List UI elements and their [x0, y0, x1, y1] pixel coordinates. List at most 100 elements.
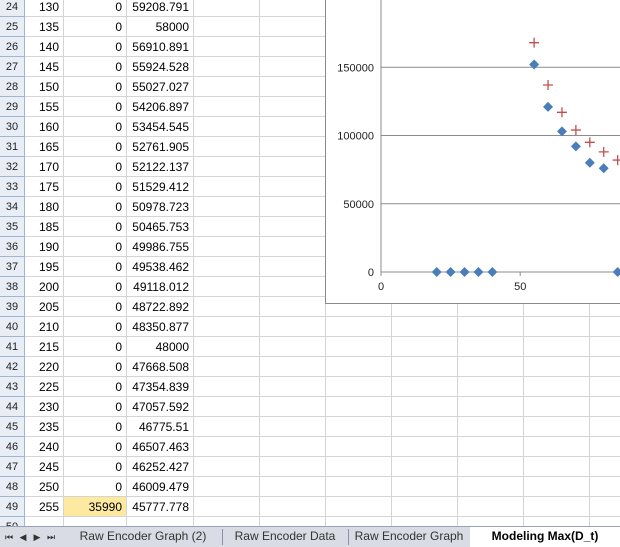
- cell-b44[interactable]: 230: [25, 397, 64, 417]
- empty-cell[interactable]: [524, 317, 590, 337]
- cell-d35[interactable]: 50465.753: [127, 217, 194, 237]
- cell-d36[interactable]: 49986.755: [127, 237, 194, 257]
- cell-c42[interactable]: 0: [64, 357, 127, 377]
- empty-cell[interactable]: [260, 437, 326, 457]
- cell-b48[interactable]: 250: [25, 477, 64, 497]
- empty-cell[interactable]: [194, 357, 260, 377]
- cell-b33[interactable]: 175: [25, 177, 64, 197]
- cell-c47[interactable]: 0: [64, 457, 127, 477]
- empty-cell[interactable]: [260, 317, 326, 337]
- cell-c44[interactable]: 0: [64, 397, 127, 417]
- empty-cell[interactable]: [392, 297, 458, 317]
- row-header[interactable]: 39: [0, 297, 25, 317]
- empty-cell[interactable]: [326, 437, 392, 457]
- empty-cell[interactable]: [260, 57, 326, 77]
- empty-cell[interactable]: [392, 357, 458, 377]
- cell-b45[interactable]: 235: [25, 417, 64, 437]
- cell-b34[interactable]: 180: [25, 197, 64, 217]
- empty-cell[interactable]: [326, 397, 392, 417]
- row-header[interactable]: 29: [0, 97, 25, 117]
- empty-cell[interactable]: [590, 377, 620, 397]
- empty-cell[interactable]: [260, 297, 326, 317]
- empty-cell[interactable]: [194, 337, 260, 357]
- cell-d37[interactable]: 49538.462: [127, 257, 194, 277]
- prev-sheet-button[interactable]: ◀: [19, 532, 27, 542]
- cell-b40[interactable]: 210: [25, 317, 64, 337]
- empty-cell[interactable]: [392, 337, 458, 357]
- empty-cell[interactable]: [392, 457, 458, 477]
- empty-cell[interactable]: [392, 517, 458, 526]
- empty-cell[interactable]: [392, 317, 458, 337]
- cell-c29[interactable]: 0: [64, 97, 127, 117]
- empty-cell[interactable]: [260, 517, 326, 526]
- row-header[interactable]: 45: [0, 417, 25, 437]
- empty-cell[interactable]: [194, 497, 260, 517]
- empty-cell[interactable]: [458, 377, 524, 397]
- cell-b30[interactable]: 160: [25, 117, 64, 137]
- empty-cell[interactable]: [524, 377, 590, 397]
- row-header[interactable]: 47: [0, 457, 25, 477]
- empty-cell[interactable]: [590, 517, 620, 526]
- empty-cell[interactable]: [194, 37, 260, 57]
- empty-cell[interactable]: [326, 337, 392, 357]
- row-header[interactable]: 28: [0, 77, 25, 97]
- empty-cell[interactable]: [458, 397, 524, 417]
- cell-c25[interactable]: 0: [64, 17, 127, 37]
- empty-cell[interactable]: [260, 397, 326, 417]
- empty-cell[interactable]: [524, 437, 590, 457]
- empty-cell[interactable]: [194, 237, 260, 257]
- cell-c33[interactable]: 0: [64, 177, 127, 197]
- empty-cell[interactable]: [524, 337, 590, 357]
- cell-d48[interactable]: 46009.479: [127, 477, 194, 497]
- empty-cell[interactable]: [260, 417, 326, 437]
- empty-cell[interactable]: [524, 397, 590, 417]
- cell-c38[interactable]: 0: [64, 277, 127, 297]
- empty-cell[interactable]: [458, 297, 524, 317]
- cell-d31[interactable]: 52761.905: [127, 137, 194, 157]
- cell-c30[interactable]: 0: [64, 117, 127, 137]
- cell-b43[interactable]: 225: [25, 377, 64, 397]
- cell-b24[interactable]: 130: [25, 0, 64, 17]
- cell-c48[interactable]: 0: [64, 477, 127, 497]
- empty-cell[interactable]: [524, 357, 590, 377]
- cell-d29[interactable]: 54206.897: [127, 97, 194, 117]
- empty-cell[interactable]: [326, 377, 392, 397]
- row-header[interactable]: 34: [0, 197, 25, 217]
- empty-cell[interactable]: [194, 277, 260, 297]
- empty-cell[interactable]: [524, 457, 590, 477]
- row-header[interactable]: 24: [0, 0, 25, 17]
- cell-c49[interactable]: 35990: [64, 497, 127, 517]
- empty-cell[interactable]: [260, 457, 326, 477]
- cell-d28[interactable]: 55027.027: [127, 77, 194, 97]
- empty-cell[interactable]: [590, 457, 620, 477]
- empty-cell[interactable]: [326, 497, 392, 517]
- empty-cell[interactable]: [260, 337, 326, 357]
- empty-cell[interactable]: [194, 217, 260, 237]
- empty-cell[interactable]: [194, 517, 260, 526]
- tab-modeling-max[interactable]: Modeling Max(D_t): [470, 527, 620, 547]
- row-header[interactable]: 41: [0, 337, 25, 357]
- empty-cell[interactable]: [458, 357, 524, 377]
- cell-c26[interactable]: 0: [64, 37, 127, 57]
- empty-cell[interactable]: [326, 317, 392, 337]
- empty-cell[interactable]: [590, 337, 620, 357]
- row-header[interactable]: 26: [0, 37, 25, 57]
- row-header[interactable]: 32: [0, 157, 25, 177]
- empty-cell[interactable]: [392, 477, 458, 497]
- cell-d24[interactable]: 59208.791: [127, 0, 194, 17]
- cell-d27[interactable]: 55924.528: [127, 57, 194, 77]
- empty-cell[interactable]: [326, 457, 392, 477]
- empty-cell[interactable]: [590, 477, 620, 497]
- empty-cell[interactable]: [194, 417, 260, 437]
- row-header[interactable]: 27: [0, 57, 25, 77]
- empty-cell[interactable]: [590, 297, 620, 317]
- cell-d50[interactable]: [127, 517, 194, 526]
- cell-c50[interactable]: [64, 517, 127, 526]
- empty-cell[interactable]: [524, 517, 590, 526]
- empty-cell[interactable]: [260, 0, 326, 17]
- empty-cell[interactable]: [590, 317, 620, 337]
- row-header[interactable]: 30: [0, 117, 25, 137]
- cell-c43[interactable]: 0: [64, 377, 127, 397]
- empty-cell[interactable]: [260, 157, 326, 177]
- first-sheet-button[interactable]: ⏮: [4, 532, 14, 542]
